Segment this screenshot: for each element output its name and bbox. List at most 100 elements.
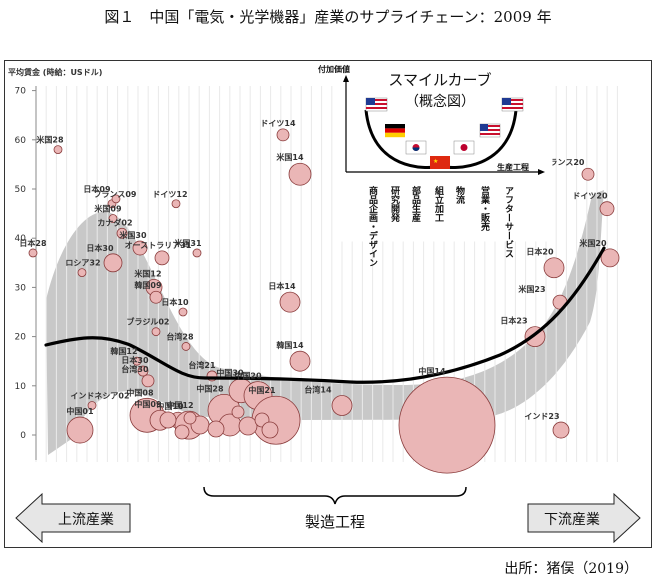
data-bubble — [132, 240, 148, 256]
bubble-label: 米国09 — [93, 204, 122, 214]
bubble-label: 日本23 — [500, 316, 527, 326]
inset-stage-label: 部品生産 — [410, 185, 421, 223]
bubble-label: インドネシア02 — [70, 390, 129, 400]
data-bubble — [398, 376, 496, 474]
data-bubble — [111, 194, 121, 204]
bubble-label: 日本20 — [526, 247, 554, 257]
data-bubble — [276, 128, 290, 142]
data-bubble — [77, 268, 87, 278]
bubble-label: 中国20 — [234, 371, 262, 381]
source-note: 出所：猪俣（2019） — [504, 561, 638, 577]
bubble-label: 米国30 — [118, 230, 147, 240]
bubble-label: ドイツ20 — [572, 192, 608, 201]
bubble-label: 米国14 — [275, 152, 304, 162]
data-bubble — [552, 421, 570, 439]
inset-stage-label: 商品企画・デザイン — [367, 185, 379, 267]
bubble-label: 日本28 — [19, 238, 47, 248]
inset-title: スマイルカーブ — [388, 71, 491, 89]
bubble-label: 韓国14 — [276, 340, 304, 350]
bubble-label: 中国01 — [66, 406, 94, 416]
data-bubble — [600, 248, 620, 268]
bubble-label: 米国12 — [133, 268, 161, 278]
bubble-label: 日本14 — [268, 281, 296, 291]
bubble-label: カナダ02 — [97, 217, 132, 227]
bubble-label: 米国31 — [173, 238, 202, 248]
inset-stage-label: 組立加工 — [433, 185, 445, 222]
bubble-label: 米国20 — [578, 238, 607, 248]
data-bubble — [261, 421, 279, 439]
bubble-label: フランス09 — [94, 190, 137, 199]
data-bubble — [178, 307, 188, 317]
data-bubble — [331, 395, 353, 416]
data-bubble — [288, 162, 312, 186]
germany-flag-icon — [385, 124, 405, 138]
bubble-label: オーストラリア31 — [125, 241, 192, 250]
data-bubble — [599, 201, 615, 217]
bubble-label: 台湾30 — [121, 364, 149, 374]
bubble-label: 中国30 — [216, 368, 244, 378]
y-tick-label: 40 — [15, 234, 27, 244]
data-bubble — [108, 214, 118, 223]
data-bubble — [159, 411, 177, 429]
smile-curve-inset: 付加価値 生産工程 スマイルカーブ （概念図） — [318, 62, 553, 267]
inset-stage-label: アフターサービス — [503, 186, 514, 258]
data-bubble — [238, 416, 258, 436]
data-bubble — [289, 350, 311, 372]
bubble-label: フランス20 — [542, 158, 585, 167]
inset-stage-label: 研究開発 — [389, 186, 401, 223]
china-flag-icon: ★ — [430, 156, 450, 169]
data-bubble — [181, 342, 191, 351]
bubble-label: 中国10 — [156, 401, 184, 411]
data-bubble — [154, 250, 170, 266]
bubble-label: ブラジル02 — [127, 317, 170, 327]
bubble-label: 米国28 — [35, 135, 64, 145]
japan-flag-icon — [453, 140, 475, 155]
data-bubble — [28, 248, 38, 258]
y-tick-label: 60 — [15, 136, 27, 146]
y-tick-label: 20 — [15, 333, 27, 343]
y-tick-label: 30 — [15, 283, 27, 293]
bubble-label: 日本09 — [83, 184, 111, 194]
y-tick-label: 70 — [15, 87, 27, 97]
bubble-layer — [28, 128, 620, 474]
data-bubble — [141, 374, 155, 388]
inset-stage-labels: 商品企画・デザイン 研究開発 部品生産 組立加工 物流 営業・販売 アフターサービス — [367, 185, 514, 267]
bubble-label: ロシア32 — [65, 259, 100, 268]
data-bubble — [149, 290, 163, 304]
inset-xaxis-label: 生産工程 — [497, 162, 529, 172]
bubble-label: インド23 — [524, 412, 559, 421]
bubble-label: ドイツ12 — [152, 190, 187, 199]
bubble-label: 中国12 — [166, 400, 193, 410]
inset-stage-label: 営業・販売 — [479, 185, 491, 232]
us-flag-icon — [501, 97, 524, 112]
downstream-arrow: 下流産業 — [527, 492, 641, 544]
downstream-label: 下流産業 — [544, 512, 600, 528]
manufacturing-label: 製造工程 — [305, 513, 365, 531]
bubble-label: 日本30 — [121, 355, 149, 365]
data-bubble — [137, 365, 149, 377]
bubble-label: 中国14 — [418, 366, 446, 376]
data-bubble — [151, 327, 161, 337]
upstream-label: 上流産業 — [58, 512, 114, 528]
data-bubble — [53, 145, 63, 155]
data-bubble — [132, 356, 142, 366]
upstream-arrow: 上流産業 — [15, 492, 131, 544]
data-bubble — [183, 411, 197, 425]
chart-frame — [4, 60, 652, 548]
data-bubble — [171, 199, 181, 209]
data-bubble — [87, 401, 97, 410]
data-bubble — [116, 227, 128, 239]
data-bubble — [174, 424, 190, 440]
inset-stage-label: 物流 — [454, 185, 465, 205]
svg-text:★: ★ — [433, 158, 438, 165]
korea-flag-icon — [405, 140, 427, 155]
data-bubble — [279, 291, 301, 313]
data-bubble — [207, 420, 225, 438]
data-bubble — [192, 248, 202, 258]
us-flag-icon — [479, 123, 501, 138]
y-tick-label: 50 — [15, 185, 27, 195]
bubble-label: 中国28 — [196, 383, 224, 393]
bubble-label: 米国23 — [517, 284, 545, 294]
